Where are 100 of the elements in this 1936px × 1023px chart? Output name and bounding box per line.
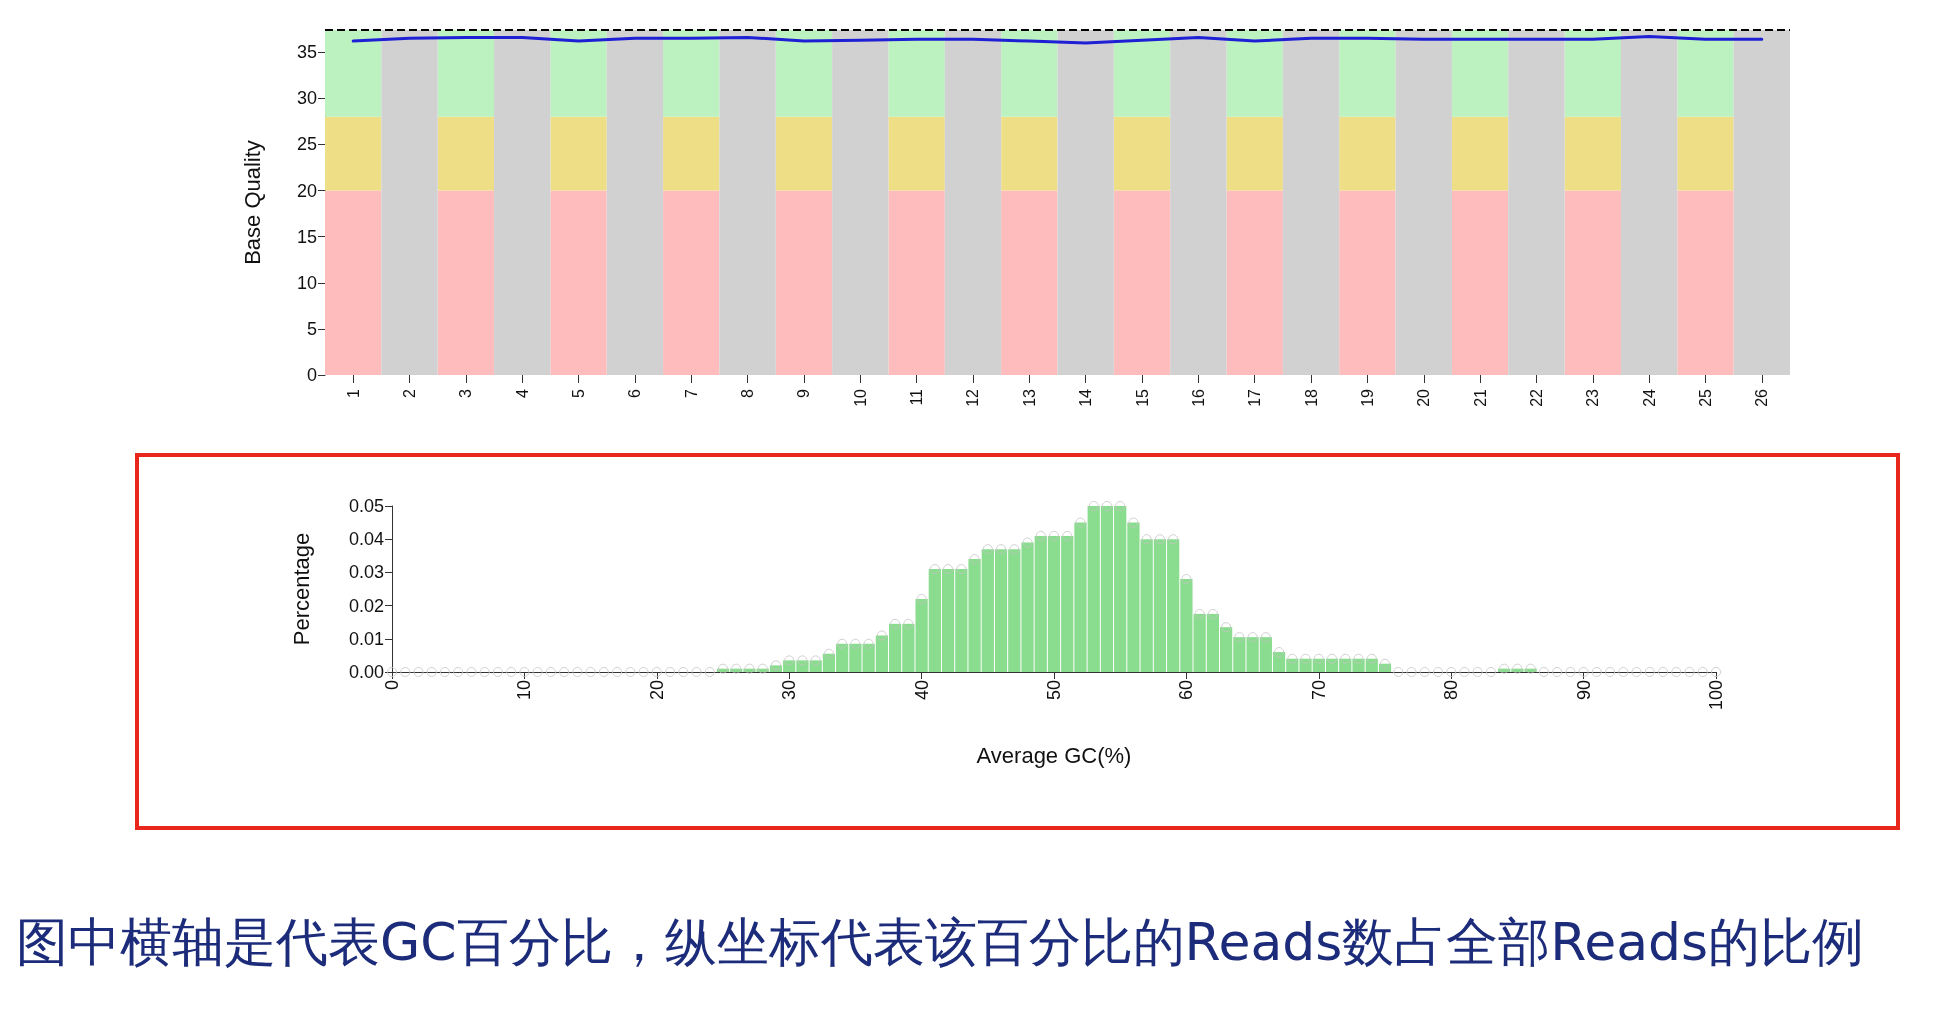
bar <box>1564 190 1621 375</box>
x-tick-label: 70 <box>1308 680 1329 701</box>
x-tick-label: 11 <box>908 388 926 406</box>
x-tick-label: 40 <box>911 680 932 701</box>
bar <box>437 190 495 375</box>
x-tick-label: 2 <box>401 388 419 398</box>
bar <box>1226 116 1283 191</box>
y-tick-label: 0.04 <box>348 529 384 550</box>
bar <box>325 190 382 375</box>
y-tick-label: 0.03 <box>348 562 384 583</box>
x-axis-title: Average GC(%) <box>976 742 1132 768</box>
bar <box>494 30 551 375</box>
x-tick-label: 10 <box>514 680 535 701</box>
bar <box>437 116 495 191</box>
bar <box>550 30 607 117</box>
x-tick-label: 13 <box>1020 388 1038 407</box>
bar <box>1395 30 1452 375</box>
x-tick-label: 12 <box>964 388 982 407</box>
bar <box>888 30 945 117</box>
bar <box>325 116 382 191</box>
bar <box>606 30 664 375</box>
bar <box>719 30 776 375</box>
bar <box>888 190 945 375</box>
bar <box>1451 30 1509 117</box>
y-tick-label: 20 <box>296 180 317 201</box>
text: 图中横轴是代表GC百分比，纵坐标代表该百分比的Reads数占全部Reads的比例 <box>16 911 1865 974</box>
bar <box>1620 30 1678 375</box>
x-tick-label: 90 <box>1573 680 1594 701</box>
x-tick-label: 60 <box>1176 680 1197 701</box>
y-tick-label: 0.02 <box>348 595 384 616</box>
x-tick-label: 6 <box>626 388 644 398</box>
x-tick-label: 1 <box>344 388 362 398</box>
y-tick-label: 30 <box>296 88 317 109</box>
x-tick-label: 20 <box>1415 388 1433 407</box>
y-axis-title: Base Quality <box>239 140 265 265</box>
bar <box>663 30 720 117</box>
line-series <box>351 34 1764 45</box>
y-tick-label: 5 <box>306 318 317 339</box>
x-tick-label: 5 <box>570 388 588 398</box>
x-tick-label: 17 <box>1246 388 1264 407</box>
x-tick-label: 4 <box>513 388 531 398</box>
y-tick-label: 10 <box>296 272 317 293</box>
x-tick-label: 9 <box>795 388 813 398</box>
x-tick-label: 24 <box>1640 388 1658 407</box>
bar <box>1564 30 1621 117</box>
x-tick-label: 26 <box>1753 388 1771 407</box>
y-tick-label: 0 <box>306 365 317 385</box>
bar <box>1170 30 1227 375</box>
x-tick-label: 15 <box>1133 388 1151 407</box>
bar <box>1057 30 1114 375</box>
x-tick-label: 16 <box>1189 388 1207 407</box>
bar <box>437 30 495 117</box>
y-tick-label: 0.00 <box>348 662 384 682</box>
bar <box>1001 30 1058 117</box>
bar <box>1451 190 1509 375</box>
x-tick-label: 14 <box>1077 388 1095 407</box>
bar <box>1226 30 1283 117</box>
bar <box>1339 30 1396 117</box>
x-tick-label: 7 <box>682 388 700 398</box>
bar <box>1733 30 1790 375</box>
x-tick-label: 23 <box>1584 388 1602 407</box>
x-tick-label: 22 <box>1527 388 1545 407</box>
bar <box>1226 190 1283 375</box>
y-tick-label: 0.01 <box>348 628 384 649</box>
bar <box>1113 30 1171 117</box>
bar <box>1001 190 1058 375</box>
bar <box>775 190 833 375</box>
bar <box>1451 116 1509 191</box>
bar <box>325 30 382 117</box>
bar <box>1677 30 1734 117</box>
x-tick-label: 8 <box>739 388 757 398</box>
bar <box>1339 190 1396 375</box>
bar <box>1113 116 1171 191</box>
bar <box>381 30 438 375</box>
bar <box>775 116 833 191</box>
x-tick-label: 80 <box>1441 680 1462 701</box>
bar <box>1508 30 1565 375</box>
bar <box>1001 116 1058 191</box>
x-tick-label: 10 <box>851 388 869 407</box>
y-axis-title: Percentage <box>288 532 314 646</box>
x-tick-label: 30 <box>779 680 800 701</box>
bar <box>775 30 833 117</box>
x-tick-label: 18 <box>1302 388 1320 407</box>
bar <box>1564 116 1621 191</box>
bar <box>1339 116 1396 191</box>
bar <box>1677 116 1734 191</box>
bar <box>550 190 607 375</box>
y-tick-label: 35 <box>296 42 317 63</box>
bar <box>663 190 720 375</box>
y-tick-label: 25 <box>296 134 317 155</box>
x-tick-label: 20 <box>646 680 667 701</box>
x-tick-label: 3 <box>457 388 475 398</box>
bar <box>663 116 720 191</box>
bar <box>888 116 945 191</box>
x-tick-label: 19 <box>1358 388 1376 407</box>
bar <box>550 116 607 191</box>
x-tick-label: 50 <box>1044 680 1064 701</box>
x-tick-label: 0 <box>382 680 402 691</box>
bar <box>944 30 1002 375</box>
bar <box>1282 30 1340 375</box>
